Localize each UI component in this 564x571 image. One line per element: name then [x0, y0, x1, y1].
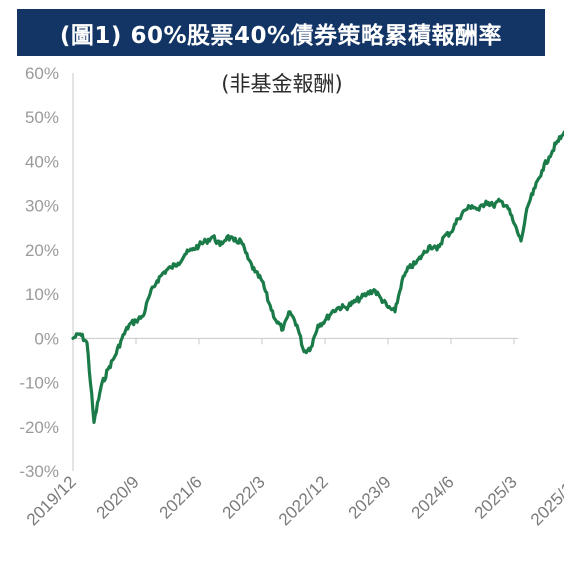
- data-point: [71, 337, 75, 340]
- y-tick-label: 30%: [25, 197, 59, 216]
- data-point: [99, 385, 103, 389]
- data-point: [302, 350, 306, 353]
- data-point: [85, 341, 89, 344]
- data-point: [449, 231, 453, 234]
- data-point: [253, 270, 257, 274]
- data-point: [120, 337, 124, 340]
- y-tick-label: 60%: [25, 64, 59, 83]
- data-point: [155, 279, 159, 282]
- data-point: [141, 315, 145, 318]
- x-tick-label: 2020/9: [93, 472, 143, 522]
- data-point: [393, 310, 397, 313]
- data-point: [267, 301, 271, 305]
- data-point: [463, 208, 467, 212]
- data-point: [162, 270, 166, 274]
- data-point: [414, 262, 418, 265]
- data-point: [519, 239, 523, 243]
- data-point: [477, 208, 481, 212]
- data-point: [309, 346, 313, 349]
- data-point: [232, 239, 236, 243]
- data-point: [330, 310, 334, 313]
- data-point: [435, 248, 439, 252]
- x-tick-label: 2023/9: [345, 472, 395, 522]
- data-point: [533, 186, 537, 190]
- x-tick-label: 2024/6: [408, 472, 458, 522]
- data-point: [106, 368, 110, 371]
- chart-title-bar: (圖1) 60%股票40%債券策略累積報酬率: [17, 9, 545, 56]
- data-point: [197, 244, 201, 247]
- x-tick-label: 2021/6: [156, 472, 206, 522]
- data-point: [428, 244, 432, 247]
- data-point: [505, 204, 509, 207]
- y-tick-label: 0%: [34, 329, 59, 348]
- chart-title: (圖1) 60%股票40%債券策略累積報酬率: [59, 22, 503, 49]
- data-point: [176, 262, 180, 265]
- y-tick-label: -10%: [19, 374, 59, 393]
- chart-subtitle: (非基金報酬): [221, 72, 343, 96]
- data-point: [358, 297, 362, 300]
- data-point: [421, 253, 425, 256]
- data-point: [260, 279, 264, 282]
- data-point: [218, 244, 222, 247]
- data-point: [78, 332, 82, 336]
- y-axis: 60% 50% 40% 30% 20% 10% 0% -10% -20% -30%: [19, 64, 74, 481]
- data-point: [148, 292, 152, 296]
- data-point: [225, 235, 229, 238]
- x-tick-label: 2022/12: [275, 472, 332, 529]
- data-point: [561, 133, 564, 137]
- data-point: [190, 248, 194, 252]
- data-point: [134, 319, 138, 322]
- series-layer: [71, 130, 564, 424]
- data-point: [407, 266, 411, 269]
- data-point: [344, 306, 348, 309]
- data-point: [113, 354, 117, 358]
- data-point: [491, 204, 495, 207]
- data-point: [372, 288, 376, 291]
- data-point: [456, 217, 460, 221]
- data-point: [554, 142, 558, 145]
- data-point: [337, 306, 341, 309]
- y-tick-label: 20%: [25, 241, 59, 260]
- data-point: [92, 421, 96, 424]
- data-point: [547, 155, 551, 159]
- data-point: [498, 200, 502, 203]
- data-point: [246, 257, 250, 260]
- data-point: [386, 306, 390, 309]
- data-point: [379, 297, 383, 300]
- data-point: [239, 239, 243, 243]
- y-tick-label: -20%: [19, 418, 59, 437]
- data-point: [295, 323, 299, 327]
- x-tick-label: 2025/12: [527, 472, 564, 529]
- x-axis: 2019/12 2020/9 2021/6 2022/3 2022/12 2023/9 20…: [23, 337, 564, 529]
- y-tick-label: 50%: [25, 108, 59, 127]
- y-tick-label: 10%: [25, 285, 59, 304]
- series-line: [71, 130, 564, 424]
- data-point: [127, 323, 131, 327]
- data-point: [274, 319, 278, 322]
- data-point: [526, 204, 530, 207]
- x-tick-label: 2022/3: [219, 472, 269, 522]
- y-tick-label: -30%: [19, 462, 59, 481]
- data-point: [512, 222, 516, 225]
- data-point: [211, 235, 215, 238]
- data-point: [169, 266, 173, 269]
- data-point: [484, 200, 488, 203]
- data-point: [281, 328, 285, 331]
- data-point: [316, 323, 320, 327]
- data-point: [400, 279, 404, 282]
- data-point: [288, 310, 292, 313]
- data-point: [323, 319, 327, 322]
- data-point: [351, 301, 355, 305]
- data-point: [470, 204, 474, 207]
- x-tick-label: 2025/3: [471, 472, 521, 522]
- data-point: [442, 235, 446, 238]
- data-point: [183, 253, 187, 256]
- data-point: [540, 169, 544, 172]
- data-point: [204, 239, 208, 243]
- y-tick-label: 40%: [25, 152, 59, 171]
- data-point: [365, 292, 369, 296]
